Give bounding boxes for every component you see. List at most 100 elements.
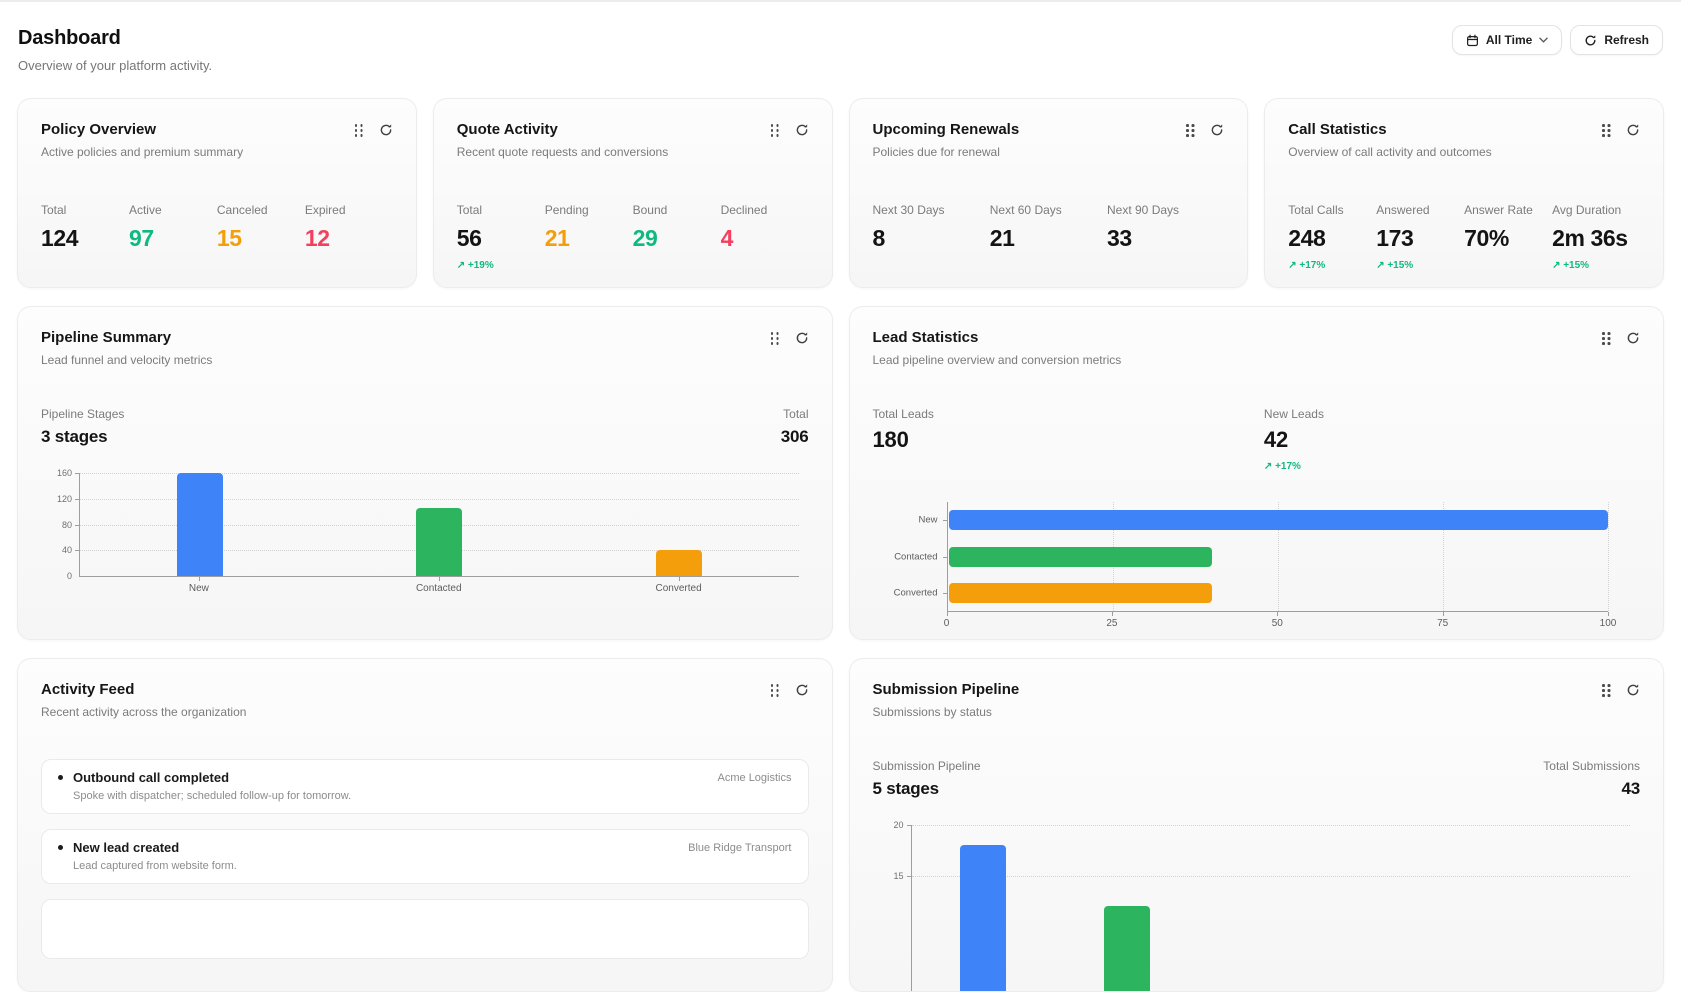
x-axis-tick-mark (438, 577, 440, 581)
y-axis-tick-mark (942, 520, 948, 522)
card-refresh-icon[interactable] (1626, 683, 1640, 697)
card-title-block: Submission Pipeline Submissions by statu… (873, 681, 1020, 719)
kpi-value: 42 (1263, 427, 1288, 452)
y-axis-tick-mark (906, 825, 912, 826)
stat-label: Avg Duration (1552, 203, 1622, 217)
stat-value: 15 (216, 225, 242, 251)
card-refresh-icon[interactable] (795, 123, 809, 137)
stat-value: 12 (304, 225, 330, 251)
stat-next-60-days: Next 60 Days 21 (990, 203, 1107, 252)
card-title-block: Quote Activity Recent quote requests and… (457, 121, 668, 159)
x-axis-tick-mark (198, 577, 200, 581)
drag-handle-icon[interactable] (354, 123, 364, 137)
card-refresh-icon[interactable] (795, 683, 809, 697)
drag-handle-icon[interactable] (770, 331, 780, 345)
feed-item-description: Spoke with dispatcher; scheduled follow-… (73, 790, 352, 802)
header-actions: All Time Refresh (1451, 25, 1663, 55)
drag-handle-icon[interactable] (1186, 123, 1195, 137)
grid-line (1608, 502, 1609, 611)
x-axis-tick-mark (1111, 612, 1113, 616)
stat-bound: Bound 29 (633, 203, 721, 271)
stat-value: 2m 36s (1552, 225, 1628, 251)
card-subtitle: Recent quote requests and conversions (456, 145, 669, 159)
card-subtitle: Lead funnel and velocity metrics (41, 353, 213, 367)
dashboard-grid: Policy Overview Active policies and prem… (0, 98, 1681, 992)
kpi-label: Submission Pipeline (872, 759, 981, 773)
card-head: Activity Feed Recent activity across the… (41, 681, 809, 719)
drag-handle-icon[interactable] (770, 683, 780, 697)
stat-label: Canceled (216, 203, 268, 217)
activity-feed-list: Outbound call completed Acme Logistics S… (41, 759, 809, 884)
kpi-label: Total (783, 407, 809, 421)
card-actions (770, 331, 809, 345)
y-axis-category-label: Contacted (894, 551, 938, 562)
card-activity-feed: Activity Feed Recent activity across the… (17, 658, 833, 992)
feed-item-title: New lead created (73, 840, 180, 855)
card-actions (770, 683, 809, 697)
stat-pending: Pending 21 (545, 203, 633, 271)
stat-value: 4 (720, 225, 734, 251)
y-axis-category-label: Converted (893, 587, 938, 599)
y-axis-tick-label: 120 (56, 493, 72, 504)
x-axis-labels: 0 25 50 75 100 (944, 612, 1616, 630)
kpi-label: Pipeline Stages (41, 407, 125, 421)
grid-line (911, 825, 1630, 826)
stat-label: Total Calls (1288, 203, 1344, 217)
card-head: Quote Activity Recent quote requests and… (457, 121, 809, 159)
card-submission-pipeline: Submission Pipeline Submissions by statu… (848, 658, 1664, 992)
y-axis-tick-label: 80 (61, 519, 72, 530)
pipeline-stages-kpi: Pipeline Stages 3 stages (41, 407, 124, 447)
card-title: Submission Pipeline (872, 681, 1020, 698)
drag-handle-icon[interactable] (1602, 123, 1611, 137)
stat-value: 124 (41, 225, 79, 251)
card-subtitle: Recent activity across the organization (41, 705, 247, 719)
chart-plot-area: 15 20 (893, 820, 1630, 991)
grid-line (80, 498, 799, 500)
y-axis-tick-mark (942, 556, 948, 558)
stat-label: Active (128, 203, 162, 217)
card-actions (1602, 683, 1640, 697)
drag-handle-icon[interactable] (1602, 331, 1611, 345)
chart-plot-area: 0 40 80 120 160 (57, 468, 799, 581)
activity-feed-item-partial (41, 899, 809, 959)
dot-icon (58, 845, 63, 850)
submission-stages-kpi: Submission Pipeline 5 stages (873, 759, 981, 799)
refresh-button-label: Refresh (1604, 33, 1649, 47)
card-actions (770, 123, 809, 137)
card-actions (1602, 123, 1640, 137)
card-refresh-icon[interactable] (379, 123, 393, 137)
chevron-down-icon (1539, 37, 1549, 43)
time-filter-button[interactable]: All Time (1451, 25, 1563, 55)
bar-converted (655, 550, 702, 576)
x-axis-tick-mark (1277, 612, 1279, 616)
stat-label: Next 60 Days (989, 203, 1062, 217)
quote-stats: Total 56 ↗ +19% Pending 21 Bound 29 Declined 4 (457, 203, 809, 271)
card-actions (1186, 123, 1224, 137)
submission-total-kpi: Total Submissions 43 (1543, 759, 1640, 799)
stat-label: Bound (632, 203, 668, 217)
stat-label: Next 90 Days (1107, 203, 1180, 217)
card-title-block: Call Statistics Overview of call activit… (1288, 121, 1491, 159)
card-refresh-icon[interactable] (1210, 123, 1224, 137)
stat-avg-duration: Avg Duration 2m 36s ↗ +15% (1552, 203, 1640, 271)
stat-total: Total 56 ↗ +19% (457, 203, 545, 271)
drag-handle-icon[interactable] (1602, 683, 1611, 697)
card-title: Upcoming Renewals (872, 121, 1020, 138)
card-title-block: Activity Feed Recent activity across the… (41, 681, 246, 719)
card-title-block: Lead Statistics Lead pipeline overview a… (873, 329, 1122, 367)
card-title-block: Pipeline Summary Lead funnel and velocit… (41, 329, 212, 367)
y-axis-tick-mark (75, 524, 80, 526)
drag-handle-icon[interactable] (770, 123, 780, 137)
y-axis-tick-label: 15 (893, 870, 904, 881)
card-title: Quote Activity (456, 121, 558, 138)
x-axis-tick-label: New (188, 583, 209, 594)
card-refresh-icon[interactable] (795, 331, 809, 345)
card-subtitle: Submissions by status (872, 705, 992, 719)
card-refresh-icon[interactable] (1626, 331, 1640, 345)
lead-statistics-chart: New Contacted Converted 0 25 50 75 100 (873, 502, 1641, 630)
refresh-button[interactable]: Refresh (1570, 25, 1663, 55)
y-axis-tick-label: 40 (61, 545, 72, 556)
bar-new (948, 510, 1608, 531)
stat-value: 97 (128, 225, 154, 251)
card-refresh-icon[interactable] (1626, 123, 1640, 137)
